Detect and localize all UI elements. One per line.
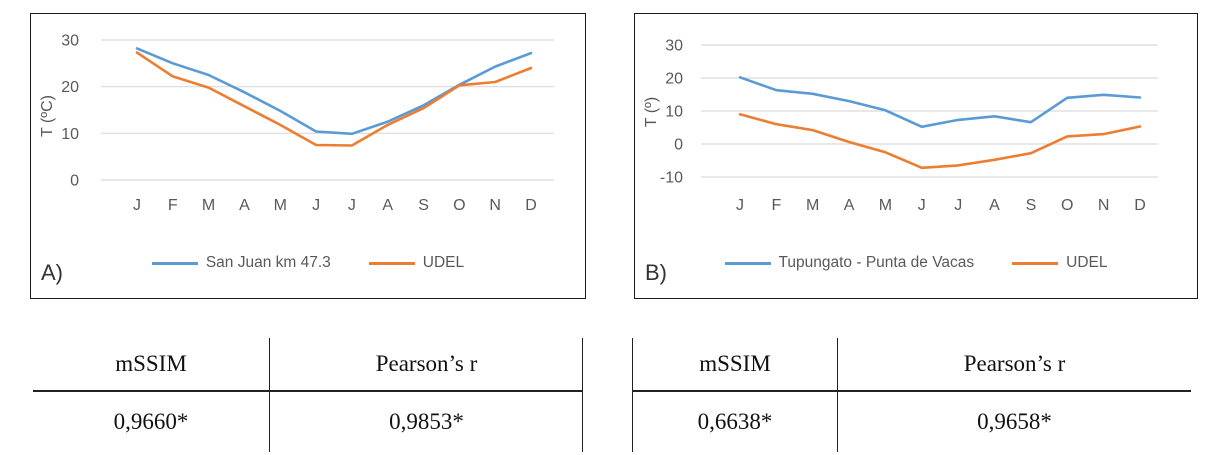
- legend-line-icon: [724, 261, 771, 265]
- x-tick-label: J: [736, 197, 744, 214]
- x-tick-label: S: [418, 197, 429, 214]
- x-tick-label: A: [382, 197, 393, 214]
- x-tick-label: J: [312, 197, 320, 214]
- y-tick-label: 30: [61, 32, 79, 49]
- table-a-header-mssim: mSSIM: [33, 338, 270, 392]
- table-b-value-pearson: 0,9658*: [977, 409, 1052, 434]
- x-tick-label: J: [918, 197, 926, 214]
- table-b-value-mssim: 0,6638*: [633, 392, 838, 452]
- chart-b-legend: Tupungato - Punta de Vacas UDEL: [635, 254, 1197, 272]
- y-tick-label: -10: [660, 170, 683, 187]
- x-tick-label: F: [168, 197, 178, 214]
- chart-panel-a: 30 20 10 0 J F M A M J J A S O N D T (ºC) San Juan km 4…: [30, 13, 586, 299]
- x-tick-label: D: [525, 197, 537, 214]
- legend-line-icon: [1012, 261, 1059, 265]
- legend-line-icon: [368, 261, 415, 265]
- legend-line-icon: [151, 261, 198, 265]
- chart-panel-b: 30 20 10 0 -10 J F M A M J J A S O N D T (º) Tupungato -…: [634, 13, 1198, 299]
- panel-a-label: A): [41, 260, 63, 285]
- legend-item-san-juan: San Juan km 47.3: [151, 254, 331, 272]
- x-tick-label: M: [879, 197, 892, 214]
- table-a-header-pearson: Pearson’s r: [270, 338, 583, 392]
- metrics-table-b: mSSIM Pearson’s r 0,6638* 0,9658*: [632, 338, 1191, 452]
- x-tick-label: A: [844, 197, 855, 214]
- x-tick-label: M: [806, 197, 819, 214]
- table-b-header-mssim: mSSIM: [633, 338, 838, 392]
- y-tick-label: 10: [61, 126, 79, 143]
- x-tick-label: N: [489, 197, 501, 214]
- y-tick-label: 0: [70, 173, 79, 190]
- legend-label: UDEL: [1066, 254, 1108, 271]
- x-tick-label: J: [348, 197, 356, 214]
- y-tick-label: 20: [61, 79, 79, 96]
- x-tick-label: O: [1061, 197, 1073, 214]
- table-a-value-mssim: 0,9660*: [33, 392, 270, 452]
- x-tick-label: O: [453, 197, 465, 214]
- y-tick-label: 30: [665, 38, 683, 55]
- series-line: [135, 47, 533, 136]
- table-b-header-pearson: Pearson’s r: [838, 338, 1191, 392]
- chart-b-plot-area: 30 20 10 0 -10 J F M A M J J A S O N D: [660, 38, 1158, 214]
- chart-b-y-axis-title-text: T (º): [643, 96, 660, 128]
- legend-item-tupungato: Tupungato - Punta de Vacas: [724, 254, 975, 272]
- x-tick-label: J: [133, 197, 141, 214]
- chart-a-y-axis-title-text: T (ºC): [39, 95, 57, 137]
- chart-b-y-axis-title: T (º): [637, 62, 667, 162]
- y-tick-label: 10: [665, 104, 683, 121]
- chart-a-plot-area: 30 20 10 0 J F M A M J J A S O N D: [61, 32, 554, 214]
- panel-b-label: B): [645, 260, 667, 285]
- x-tick-label: F: [772, 197, 782, 214]
- legend-item-udel: UDEL: [368, 254, 465, 272]
- table-a-value-pearson: 0,9853*: [389, 409, 464, 434]
- legend-label: Tupungato - Punta de Vacas: [778, 254, 975, 271]
- y-tick-label: 0: [674, 137, 683, 154]
- x-tick-label: M: [202, 197, 215, 214]
- metrics-table-a: mSSIM Pearson’s r 0,9660* 0,9853*: [33, 338, 583, 452]
- x-tick-label: A: [239, 197, 250, 214]
- series-line: [135, 51, 533, 147]
- legend-item-udel: UDEL: [1012, 254, 1107, 272]
- series-line: [738, 113, 1142, 170]
- legend-label: UDEL: [422, 254, 465, 271]
- legend-label: San Juan km 47.3: [205, 254, 331, 271]
- x-tick-label: N: [1098, 197, 1110, 214]
- x-tick-label: S: [1026, 197, 1037, 214]
- x-tick-label: J: [954, 197, 962, 214]
- chart-a-y-axis-title: T (ºC): [33, 66, 63, 166]
- chart-a-legend: San Juan km 47.3 UDEL: [31, 254, 585, 272]
- x-tick-label: A: [989, 197, 1000, 214]
- y-tick-label: 20: [665, 71, 683, 88]
- x-tick-label: D: [1134, 197, 1146, 214]
- x-tick-label: M: [274, 197, 287, 214]
- series-line: [738, 75, 1142, 129]
